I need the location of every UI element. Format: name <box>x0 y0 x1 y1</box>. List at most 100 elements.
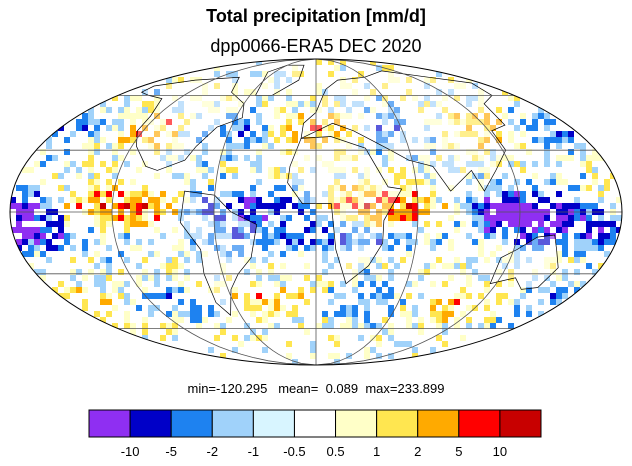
field-cell <box>94 179 100 185</box>
field-cell <box>292 113 298 119</box>
field-cell <box>250 257 256 263</box>
field-cell <box>100 137 106 143</box>
field-cell <box>508 191 514 197</box>
field-cell <box>340 65 346 71</box>
field-cell <box>106 185 112 191</box>
field-cell <box>370 233 376 239</box>
field-cell <box>562 269 568 275</box>
field-cell <box>520 221 526 227</box>
field-cell <box>238 197 244 203</box>
field-cell <box>280 197 286 203</box>
field-cell <box>154 101 160 107</box>
field-cell <box>172 257 178 263</box>
field-cell <box>466 77 472 83</box>
field-cell <box>556 137 562 143</box>
field-cell <box>478 107 484 113</box>
field-cell <box>202 143 208 149</box>
field-cell <box>472 203 478 209</box>
field-cell <box>340 155 346 161</box>
field-cell <box>334 101 340 107</box>
field-cell <box>160 191 166 197</box>
field-cell <box>538 107 544 113</box>
field-cell <box>502 203 508 209</box>
field-cell <box>490 125 496 131</box>
field-cell <box>286 233 292 239</box>
field-cell <box>34 215 40 221</box>
field-cell <box>256 203 262 209</box>
field-cell <box>88 167 94 173</box>
field-cell <box>232 173 238 179</box>
field-cell <box>484 233 490 239</box>
field-cell <box>268 77 274 83</box>
field-cell <box>196 167 202 173</box>
field-cell <box>424 77 430 83</box>
field-cell <box>310 221 316 227</box>
field-cell <box>484 131 490 137</box>
field-cell <box>328 245 334 251</box>
field-cell <box>544 275 550 281</box>
field-cell <box>520 293 526 299</box>
field-cell <box>208 107 214 113</box>
field-cell <box>118 119 124 125</box>
field-cell <box>262 143 268 149</box>
field-cell <box>46 215 52 221</box>
field-cell <box>400 299 406 305</box>
field-cell <box>124 101 130 107</box>
field-cell <box>526 281 532 287</box>
field-cell <box>64 185 70 191</box>
field-cell <box>316 89 322 95</box>
field-cell <box>340 191 346 197</box>
field-cell <box>334 257 340 263</box>
field-cell <box>286 101 292 107</box>
field-cell <box>514 101 520 107</box>
field-cell <box>496 203 502 209</box>
field-cell <box>292 161 298 167</box>
field-cell <box>466 305 472 311</box>
field-cell <box>514 299 520 305</box>
field-cell <box>388 293 394 299</box>
field-cell <box>364 299 370 305</box>
field-cell <box>292 203 298 209</box>
field-cell <box>148 197 154 203</box>
field-cell <box>274 197 280 203</box>
field-cell <box>22 203 28 209</box>
field-cell <box>520 161 526 167</box>
field-cell <box>94 203 100 209</box>
field-cell <box>316 281 322 287</box>
field-cell <box>64 203 70 209</box>
field-cell <box>334 335 340 341</box>
field-cell <box>256 317 262 323</box>
field-cell <box>520 227 526 233</box>
field-cell <box>280 167 286 173</box>
field-cell <box>352 185 358 191</box>
field-cell <box>280 221 286 227</box>
field-cell <box>520 233 526 239</box>
field-cell <box>334 179 340 185</box>
field-cell <box>334 203 340 209</box>
field-cell <box>178 155 184 161</box>
field-cell <box>274 233 280 239</box>
field-cell <box>478 251 484 257</box>
field-cell <box>274 89 280 95</box>
field-cell <box>142 185 148 191</box>
field-cell <box>556 143 562 149</box>
field-cell <box>112 185 118 191</box>
field-cell <box>304 131 310 137</box>
field-cell <box>124 197 130 203</box>
field-cell <box>232 107 238 113</box>
field-cell <box>40 239 46 245</box>
field-cell <box>130 131 136 137</box>
field-cell <box>256 269 262 275</box>
field-cell <box>136 95 142 101</box>
field-cell <box>160 125 166 131</box>
field-cell <box>232 335 238 341</box>
field-cell <box>220 167 226 173</box>
field-cell <box>154 95 160 101</box>
field-cell <box>160 335 166 341</box>
field-cell <box>208 233 214 239</box>
field-cell <box>358 113 364 119</box>
field-cell <box>406 191 412 197</box>
field-cell <box>490 215 496 221</box>
field-cell <box>58 281 64 287</box>
field-cell <box>256 113 262 119</box>
